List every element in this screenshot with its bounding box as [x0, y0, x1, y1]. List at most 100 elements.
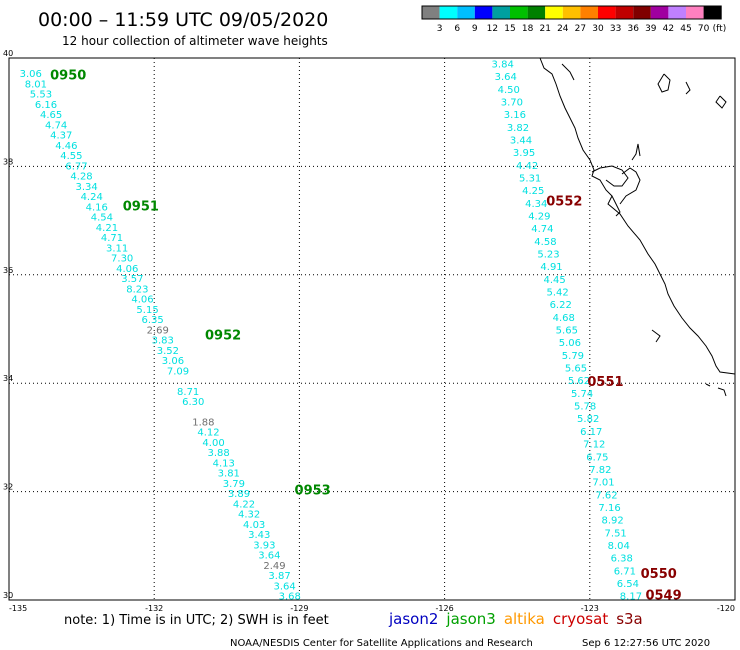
wave-height-value: 8.71 — [177, 387, 199, 398]
wave-height-value: 7.09 — [167, 366, 189, 377]
wave-height-value: 4.00 — [202, 438, 224, 449]
wave-height-value: 3.83 — [152, 336, 174, 347]
wave-height-value: 5.15 — [136, 305, 158, 316]
wave-height-value: 4.16 — [86, 202, 108, 213]
wave-height-value: 3.95 — [513, 148, 535, 159]
wave-height-tracks: 3.068.015.536.164.654.744.374.464.556.77… — [20, 59, 642, 602]
x-tick-label: -123 — [581, 604, 599, 613]
wave-height-value: 5.31 — [519, 173, 541, 184]
wave-height-value: 4.03 — [243, 520, 265, 531]
wave-height-value: 7.01 — [592, 478, 614, 489]
mission-name: jason2 — [388, 610, 438, 628]
axis-ticks: -135 -132 -129 -126 -123 -120 30 32 34 36 38 40 — [3, 49, 735, 613]
wave-height-value: 4.68 — [553, 313, 575, 324]
x-tick-label: -132 — [145, 604, 163, 613]
wave-height-value: 4.91 — [540, 262, 562, 273]
pass-label: 0951 — [123, 199, 159, 214]
x-tick-label: -126 — [436, 604, 454, 613]
wave-height-value: 3.82 — [507, 123, 529, 134]
wave-height-value: 8.17 — [620, 592, 642, 603]
colorbar-swatch — [457, 6, 475, 19]
colorbar-label: 12 — [487, 24, 498, 34]
wave-height-value: 3.84 — [492, 59, 514, 70]
y-tick-label: 34 — [3, 374, 13, 383]
wave-height-value: 5.65 — [565, 364, 587, 375]
pass-label: 0950 — [50, 68, 86, 83]
wave-height-value: 6.38 — [611, 554, 633, 565]
colorbar-label: 39 — [645, 24, 657, 34]
y-tick-label: 36 — [3, 266, 13, 275]
wave-height-value: 3.43 — [248, 530, 270, 541]
wave-height-value: 4.29 — [528, 211, 550, 222]
wave-height-value: 4.55 — [60, 151, 82, 162]
wave-height-value: 6.17 — [580, 427, 602, 438]
wave-height-value: 8.23 — [126, 284, 148, 295]
wave-height-value: 3.88 — [208, 448, 230, 459]
wave-height-value: 7.30 — [111, 254, 133, 265]
y-tick-label: 30 — [3, 591, 13, 600]
x-tick-label: -120 — [717, 604, 735, 613]
wave-height-value: 6.77 — [65, 161, 87, 172]
chart-title: 00:00 – 11:59 UTC 09/05/2020 — [38, 9, 328, 31]
wave-height-value: 7.62 — [595, 490, 617, 501]
wave-height-value: 6.35 — [142, 315, 164, 326]
wave-height-value: 8.01 — [25, 79, 47, 90]
wave-height-value: 4.42 — [516, 161, 538, 172]
wave-height-value: 3.64 — [495, 72, 517, 83]
colorbar-label: 30 — [592, 24, 604, 34]
wave-height-value: 3.70 — [501, 97, 523, 108]
wave-height-value: 3.93 — [253, 540, 275, 551]
wave-height-value: 4.37 — [50, 131, 72, 142]
colorbar-label: 33 — [610, 24, 621, 34]
wave-height-value: 3.64 — [258, 551, 280, 562]
wave-height-value: 4.74 — [531, 224, 553, 235]
wave-height-value: 4.12 — [197, 428, 219, 439]
wave-height-value: 7.51 — [605, 528, 627, 539]
wave-height-value: 4.32 — [238, 510, 260, 521]
wave-height-value: 8.92 — [601, 516, 623, 527]
colorbar-label: 3 — [437, 24, 443, 34]
wave-height-value: 4.46 — [55, 141, 77, 152]
wave-height-value: 3.68 — [279, 592, 301, 603]
colorbar-swatch — [598, 6, 616, 19]
wave-height-value: 3.52 — [157, 346, 179, 357]
wave-height-value: 1.88 — [192, 418, 214, 429]
wave-height-value: 4.28 — [70, 172, 92, 183]
wave-height-value: 4.24 — [81, 192, 103, 203]
colorbar-swatch — [650, 6, 669, 19]
wave-height-value: 5.65 — [556, 326, 578, 337]
wave-height-value: 3.44 — [510, 135, 532, 146]
colorbar-swatch — [474, 6, 493, 19]
pass-label: 0552 — [546, 195, 582, 210]
wave-height-value: 5.78 — [574, 402, 596, 413]
wave-height-value: 6.22 — [550, 300, 572, 311]
pass-label: 0550 — [641, 567, 677, 582]
chart-subtitle: 12 hour collection of altimeter wave hei… — [62, 34, 328, 48]
colorbar-label: 27 — [575, 24, 586, 34]
wave-height-value: 4.50 — [498, 85, 520, 96]
wave-height-value: 6.16 — [35, 100, 57, 111]
wave-height-value: 3.79 — [223, 479, 245, 490]
wave-height-value: 8.04 — [608, 541, 630, 552]
colorbar-label: 36 — [627, 24, 639, 34]
wave-height-value: 5.82 — [577, 414, 599, 425]
mission-name: jason3 — [445, 610, 495, 628]
colorbar-swatch — [668, 6, 686, 19]
colorbar-swatch — [492, 6, 510, 19]
mission-name: cryosat — [553, 610, 608, 628]
wave-height-value: 4.22 — [233, 499, 255, 510]
colorbar-swatch — [562, 6, 581, 19]
timestamp-text: Sep 6 12:27:56 UTC 2020 — [582, 638, 710, 649]
wave-height-value: 3.64 — [274, 581, 296, 592]
wave-height-value: 2.69 — [147, 325, 169, 336]
colorbar-label: 6 — [454, 24, 460, 34]
y-tick-label: 38 — [3, 157, 13, 166]
colorbar-label: 21 — [539, 24, 550, 34]
colorbar-swatch — [580, 6, 598, 19]
wave-height-value: 4.21 — [96, 223, 118, 234]
wave-height-value: 3.06 — [20, 69, 42, 80]
colorbar-swatch — [703, 6, 722, 19]
colorbar-label: 18 — [522, 24, 534, 34]
wave-height-value: 5.79 — [562, 351, 584, 362]
wave-height-value: 4.74 — [45, 120, 67, 131]
